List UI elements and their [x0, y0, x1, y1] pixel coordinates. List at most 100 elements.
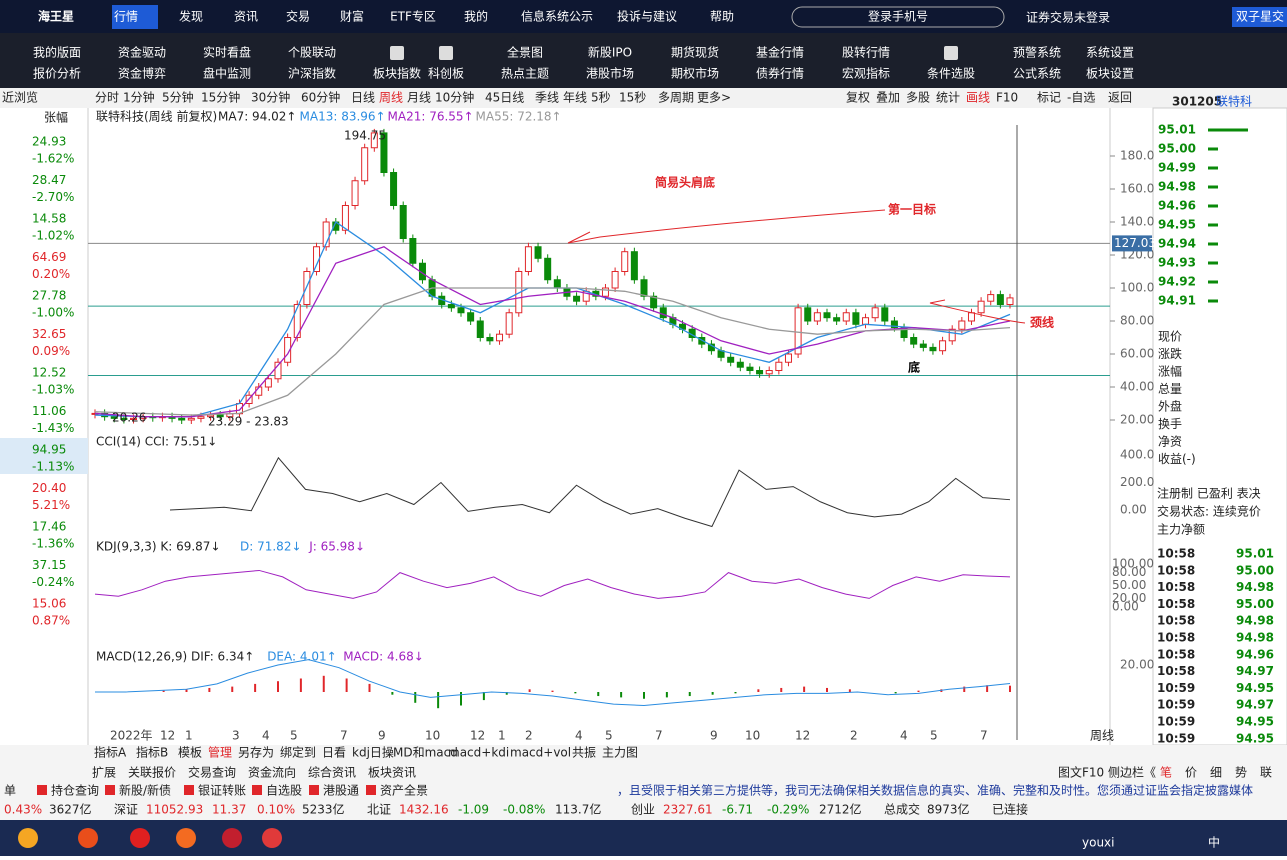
price[interactable]: 15.06	[32, 597, 66, 611]
tool-item[interactable]: 公式系统	[1013, 67, 1061, 81]
quick-link[interactable]: 港股通	[323, 784, 359, 798]
tool-item[interactable]: 实时看盘	[203, 45, 251, 60]
indicator-tab[interactable]: 绑定到	[280, 745, 316, 760]
period[interactable]: 多周期	[658, 91, 694, 105]
period[interactable]: 复权	[846, 91, 870, 105]
app-icon[interactable]	[130, 828, 150, 848]
right-tab[interactable]: 价	[1185, 766, 1197, 780]
tool-item[interactable]: 股转行情	[842, 45, 890, 60]
period[interactable]: 统计	[936, 91, 960, 105]
quick-link[interactable]: 资产全景	[380, 783, 428, 798]
indicator-tab[interactable]: 另存为	[238, 746, 274, 760]
price[interactable]: 64.69	[32, 250, 66, 264]
app-icon[interactable]	[222, 828, 242, 848]
period[interactable]: 日线	[351, 91, 375, 105]
period[interactable]: 分时	[95, 91, 119, 105]
price[interactable]: 14.58	[32, 212, 66, 226]
period[interactable]: 30分钟	[251, 90, 290, 105]
tool-item[interactable]: 科创板	[428, 67, 464, 81]
price[interactable]: 37.15	[32, 558, 66, 572]
tool-item[interactable]: 期权市场	[671, 66, 719, 81]
price[interactable]: 28.47	[32, 173, 66, 187]
period[interactable]: 更多>	[697, 91, 731, 105]
menu-item[interactable]: 财富	[340, 9, 364, 24]
period[interactable]: 返回	[1108, 91, 1132, 105]
period[interactable]: 多股	[906, 91, 930, 105]
period[interactable]: 季线	[535, 91, 559, 105]
right-tab[interactable]: 联	[1260, 766, 1272, 780]
tool-item[interactable]: 期货现货	[671, 45, 719, 60]
indicator-tab[interactable]: 日看	[322, 746, 346, 760]
period[interactable]: 5分钟	[162, 90, 194, 105]
period[interactable]: -自选	[1067, 91, 1095, 105]
price[interactable]: 12.52	[32, 366, 66, 380]
period[interactable]: 月线	[407, 91, 431, 105]
tool-item[interactable]: 港股市场	[586, 66, 634, 81]
menu-item[interactable]: 帮助	[710, 10, 734, 24]
login[interactable]: 登录手机号	[868, 9, 928, 24]
tool-item[interactable]: 盘中监测	[203, 66, 251, 81]
tool-item[interactable]: 资金驱动	[118, 45, 166, 60]
tool-item[interactable]: 板块设置	[1086, 67, 1134, 81]
bottom-tab[interactable]: 关联报价	[128, 765, 176, 780]
tool-item[interactable]: 基金行情	[756, 45, 804, 60]
app-icon[interactable]	[262, 828, 282, 848]
period[interactable]: 45日线	[485, 91, 524, 105]
period[interactable]: F10	[996, 91, 1018, 105]
app-icon[interactable]	[18, 828, 38, 848]
indicator-tab[interactable]: 模板	[178, 746, 202, 760]
app-name[interactable]: 双子星交	[1236, 9, 1284, 24]
indicator-tab[interactable]: MD和macd	[393, 746, 458, 760]
tool-item[interactable]: 债券行情	[756, 66, 804, 81]
tool-item[interactable]: 预警系统	[1013, 45, 1061, 60]
right-tab[interactable]: 势	[1235, 766, 1247, 780]
tool-item[interactable]: 系统设置	[1086, 46, 1134, 60]
indicator-tab[interactable]: 共振	[572, 746, 596, 760]
period[interactable]: 15分钟	[201, 90, 240, 105]
period[interactable]: 10分钟	[435, 90, 474, 105]
period[interactable]: 1分钟	[123, 90, 155, 105]
period[interactable]: 叠加	[876, 91, 900, 105]
quick-link[interactable]: 单	[4, 784, 16, 798]
tool-item[interactable]: 全景图	[507, 45, 543, 60]
tool-item[interactable]: 个股联动	[288, 46, 336, 60]
price[interactable]: 11.06	[32, 404, 66, 418]
period[interactable]: 60分钟	[301, 90, 340, 105]
indicator-tab[interactable]: 指标B	[136, 745, 168, 760]
app-icon[interactable]	[78, 828, 98, 848]
indicator-tab[interactable]: 管理	[208, 745, 232, 760]
menu-item[interactable]: ETF专区	[390, 9, 436, 24]
period[interactable]: 标记	[1037, 91, 1061, 105]
quick-link[interactable]: 新股/新债	[119, 783, 171, 798]
side-link[interactable]: 图文F10 侧边栏《	[1058, 765, 1156, 780]
quick-link[interactable]: 银证转账	[198, 783, 246, 798]
bottom-tab[interactable]: 资金流向	[248, 765, 296, 780]
menu-item[interactable]: 行情	[114, 10, 138, 24]
bottom-tab[interactable]: 综合资讯	[308, 765, 356, 780]
menu-item[interactable]: 资讯	[234, 10, 258, 24]
menu-item[interactable]: 交易	[286, 9, 310, 24]
price[interactable]: 27.78	[32, 289, 66, 303]
tool-item[interactable]: 沪深指数	[288, 66, 336, 81]
indicator-tab[interactable]: 指标A	[94, 745, 127, 760]
period[interactable]: 年线	[563, 91, 587, 105]
bottom-tab[interactable]: 扩展	[92, 766, 116, 780]
period[interactable]: 15秒	[619, 91, 646, 105]
quick-link[interactable]: 自选股	[266, 784, 302, 798]
indicator-tab[interactable]: macd+kdi	[448, 746, 509, 760]
tool-item[interactable]: 新股IPO	[588, 45, 632, 60]
tool-item[interactable]: 条件选股	[927, 67, 975, 81]
price[interactable]: 17.46	[32, 520, 66, 534]
tool-item[interactable]: 热点主题	[501, 67, 549, 81]
tool-item[interactable]: 宏观指标	[842, 66, 890, 81]
menu-item[interactable]: 投诉与建议	[617, 9, 677, 24]
price[interactable]: 94.95	[32, 443, 66, 457]
tool-item[interactable]: 报价分析	[33, 66, 81, 81]
tool-item[interactable]: 板块指数	[373, 66, 421, 81]
bottom-tab[interactable]: 交易查询	[188, 765, 236, 780]
menu-item[interactable]: 发现	[179, 9, 203, 24]
right-tab[interactable]: 细	[1210, 766, 1222, 780]
menu-item[interactable]: 信息系统公示	[521, 9, 593, 24]
period[interactable]: 周线	[379, 91, 403, 105]
price[interactable]: 32.65	[32, 327, 66, 341]
